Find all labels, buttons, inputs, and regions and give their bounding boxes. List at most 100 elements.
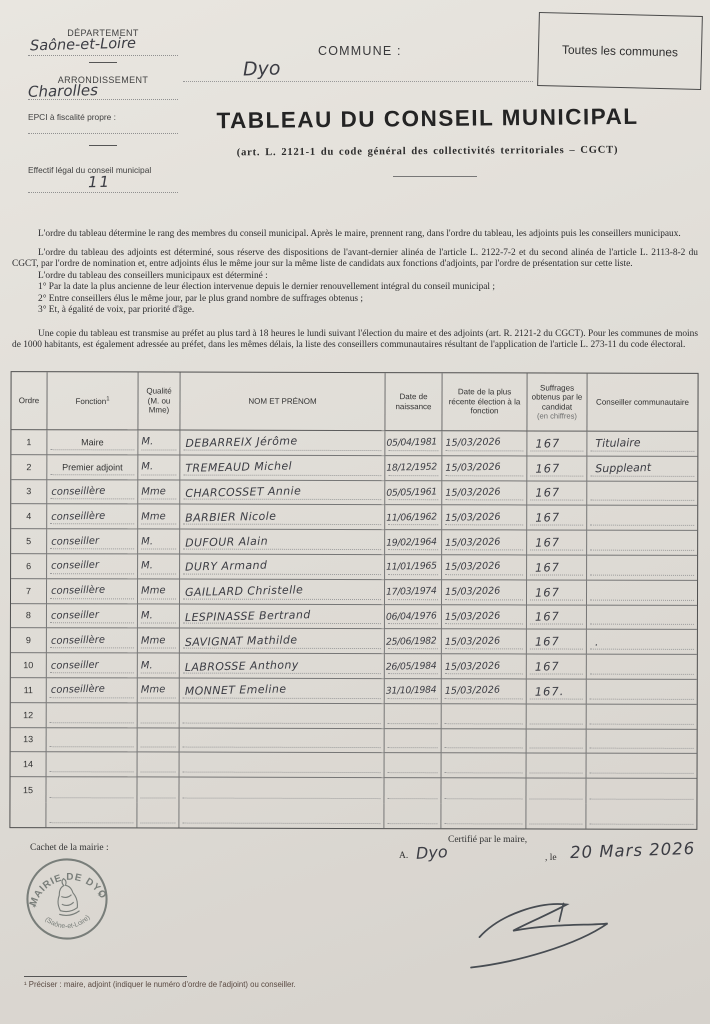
cell-naissance-row-9: 25/06/1982 [384, 629, 442, 655]
paragraph-3: L'ordre du tableau des conseillers munic… [38, 270, 268, 281]
cell-communautaire-row-13 [586, 729, 697, 755]
cell-nom-row-2: TREMEAUD Michel [180, 455, 386, 481]
admin-block: DÉPARTEMENT Saône-et-Loire ARRONDISSEMEN… [28, 26, 178, 201]
cell-fonction-row-2: Premier adjoint [47, 454, 139, 481]
cell-suffrages-row-10: 167 [526, 654, 587, 680]
cell-election-row-3: 15/03/2026 [442, 480, 528, 506]
cell-suffrages-row-7: 167 [526, 580, 588, 606]
cell-suffrages-row-13 [526, 729, 587, 754]
cell-fonction-row-13 [46, 727, 138, 753]
cell-suffrages-row-6: 167 [527, 555, 588, 581]
cell-communautaire-row-6 [587, 555, 698, 581]
footnote-rule [24, 976, 187, 977]
effectif-value: 11 [87, 172, 112, 192]
cell-suffrages-row-14 [526, 753, 587, 779]
cell-communautaire-row-15 [586, 779, 696, 804]
cell-fonction-row-6: conseiller [47, 554, 139, 580]
paragraph-7: Une copie du tableau est transmise au pr… [12, 328, 698, 351]
cell-fonction-row-14 [46, 752, 138, 778]
header-ordre: Ordre [11, 372, 48, 431]
header-communautaire: Conseiller communautaire [587, 373, 698, 432]
arrondissement-label: ARRONDISSEMENT [57, 75, 149, 85]
cell-communautaire-row-3 [587, 481, 698, 507]
cell-nom-row-8: LESPINASSE Bertrand [179, 604, 385, 630]
cell-qualite-row-16 [137, 802, 180, 828]
cell-fonction-row-5: conseiller [47, 529, 139, 555]
cell-communautaire-row-16 [586, 804, 696, 829]
cell-qualite-row-7: Mme [137, 579, 181, 605]
cell-fonction-row-16 [46, 802, 138, 828]
cell-naissance-row-3: 05/05/1961 [385, 480, 443, 506]
certify-date-value: 20 Mars 2026 [569, 838, 696, 863]
paragraph-1: L'ordre du tableau détermine le rang des… [38, 229, 681, 239]
cell-ordre-row-8: 8 [10, 603, 47, 629]
cell-election-row-16 [441, 803, 527, 829]
cell-fonction-row-10: conseiller [46, 653, 138, 679]
header-suffrages: Suffrages obtenus par le candidat (en chi… [527, 373, 588, 432]
header-fonction: Fonction1 [47, 372, 139, 431]
cell-election-row-1: 15/03/2026 [442, 431, 528, 457]
cell-election-row-5: 15/03/2026 [442, 530, 528, 556]
paragraph-4: 1° Par la date la plus ancienne de leur … [38, 282, 495, 292]
departement-value: Saône-et-Loire [29, 35, 137, 55]
cell-suffrages-row-2: 167 [527, 456, 588, 482]
commune-value: Dyo [242, 57, 281, 81]
cell-election-row-13 [441, 728, 527, 754]
cell-qualite-row-8: M. [137, 604, 180, 629]
cell-naissance-row-5: 19/02/1964 [385, 530, 443, 556]
cell-nom-row-6: DURY Armand [180, 554, 386, 580]
cell-election-row-9: 15/03/2026 [441, 629, 527, 655]
cell-nom-row-10: LABROSSE Anthony [179, 653, 385, 680]
cell-suffrages-row-16 [526, 803, 587, 829]
cell-fonction-row-11: conseillère [46, 678, 138, 704]
cell-nom-row-1: DEBARREIX Jérôme [180, 430, 386, 456]
header-naissance: Date de naissance [385, 373, 443, 432]
cell-election-row-14 [441, 753, 527, 779]
cell-communautaire-row-7 [586, 580, 698, 606]
divider-dash-2 [89, 145, 117, 146]
page-title: TABLEAU DU CONSEIL MUNICIPAL [216, 103, 639, 134]
cell-fonction-row-12 [46, 702, 138, 728]
epci-line [28, 133, 178, 134]
cell-communautaire-row-2: Suppleant [587, 456, 698, 482]
cell-qualite-row-12 [137, 703, 180, 729]
cell-qualite-row-15 [137, 777, 180, 803]
cell-election-row-6: 15/03/2026 [442, 555, 528, 581]
subtitle-rule [393, 176, 477, 177]
mayor-signature [470, 902, 609, 969]
cell-ordre-row-11: 11 [10, 678, 47, 703]
cell-communautaire-row-11 [586, 679, 697, 705]
cell-fonction-row-4: conseillère [47, 504, 139, 530]
cell-nom-row-16 [179, 802, 385, 828]
header-qualite: Qualité (M. ou Mme) [138, 372, 181, 431]
cell-fonction-row-7: conseillère [46, 578, 139, 605]
cell-election-row-2: 15/03/2026 [442, 456, 528, 482]
cell-fonction-row-15 [46, 777, 138, 803]
cell-election-row-15 [441, 778, 527, 804]
cell-nom-row-9: SAVIGNAT Mathilde [179, 628, 385, 655]
cell-election-row-12 [441, 703, 527, 730]
cell-naissance-row-7: 17/03/1974 [384, 579, 443, 605]
commune-label: COMMUNE : [318, 44, 402, 58]
corner-box-label: Toutes les communes [561, 42, 679, 60]
cell-suffrages-row-5: 167 [527, 530, 588, 556]
stamp-star-right: ✶ [96, 890, 103, 899]
cell-fonction-row-9: conseillère [46, 628, 138, 654]
cell-qualite-row-4: Mme [138, 504, 181, 530]
cell-nom-row-7: GAILLARD Christelle [179, 579, 386, 605]
epci-label: EPCI à fiscalité propre : [28, 112, 116, 122]
cell-communautaire-row-10 [586, 654, 697, 680]
cell-ordre-row-5: 5 [11, 529, 48, 555]
cell-ordre-row-12: 12 [10, 702, 47, 728]
departement-label: DÉPARTEMENT [67, 28, 139, 38]
svg-text:(Saône-et-Loire): (Saône-et-Loire) [43, 909, 93, 935]
footnote-text: ¹ Préciser : maire, adjoint (indiquer le… [24, 980, 296, 989]
stamp-emblem [57, 877, 80, 916]
cell-fonction-row-8: conseiller [46, 603, 138, 629]
intro-paragraphs: L'ordre du tableau détermine le rang des… [12, 229, 698, 352]
cell-naissance-row-16 [384, 803, 442, 828]
cell-communautaire-row-4 [587, 506, 698, 532]
cell-ordre-row-16 [10, 802, 47, 827]
cell-nom-row-4: BARBIER Nicole [180, 504, 386, 531]
certify-label: Certifié par le maire, [448, 835, 528, 845]
